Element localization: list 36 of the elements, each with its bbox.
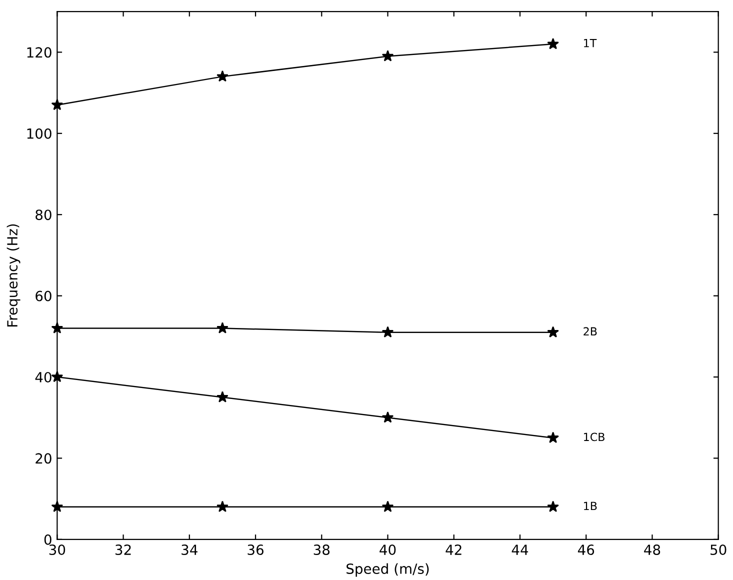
point — [382, 326, 394, 338]
text: 1CB — [584, 432, 604, 442]
point — [382, 500, 394, 512]
x-tick-label: 50 — [710, 544, 726, 556]
point — [216, 500, 228, 512]
point — [216, 322, 228, 334]
point — [547, 500, 559, 512]
point — [547, 432, 559, 444]
x-tick-label: 42 — [446, 544, 462, 555]
y-tick-label: 80 — [36, 210, 52, 220]
y-tick-label: 60 — [36, 290, 52, 302]
y-tick-label: 20 — [36, 453, 52, 464]
point — [382, 411, 394, 423]
x-tick-label: 32 — [116, 544, 131, 556]
point — [547, 326, 559, 338]
y-axis-title: Frequency (Hz) — [6, 224, 20, 327]
x-tick-label: 36 — [248, 544, 264, 556]
y-tick-label: 40 — [35, 372, 52, 382]
y-tick-label: 100 — [27, 128, 52, 139]
point — [547, 38, 559, 50]
x-axis-title: Speed (m/s) — [346, 563, 429, 577]
x-tick-label: 44 — [512, 544, 528, 555]
y-tick-label: 0 — [44, 534, 52, 545]
y-tick-label: 120 — [27, 47, 52, 58]
x-tick-label: 46 — [578, 544, 594, 556]
x-tick-label: 40 — [380, 544, 396, 556]
point — [216, 391, 228, 402]
x-tick-label: 38 — [314, 544, 330, 556]
x-tick-label: 34 — [182, 544, 198, 556]
point — [216, 70, 228, 82]
point — [382, 50, 394, 62]
x-tick-label: 30 — [49, 544, 66, 556]
text: 1T — [584, 39, 597, 48]
x-tick-label: 48 — [644, 544, 660, 556]
text: 2B — [584, 327, 597, 336]
text: 1B — [584, 502, 597, 510]
